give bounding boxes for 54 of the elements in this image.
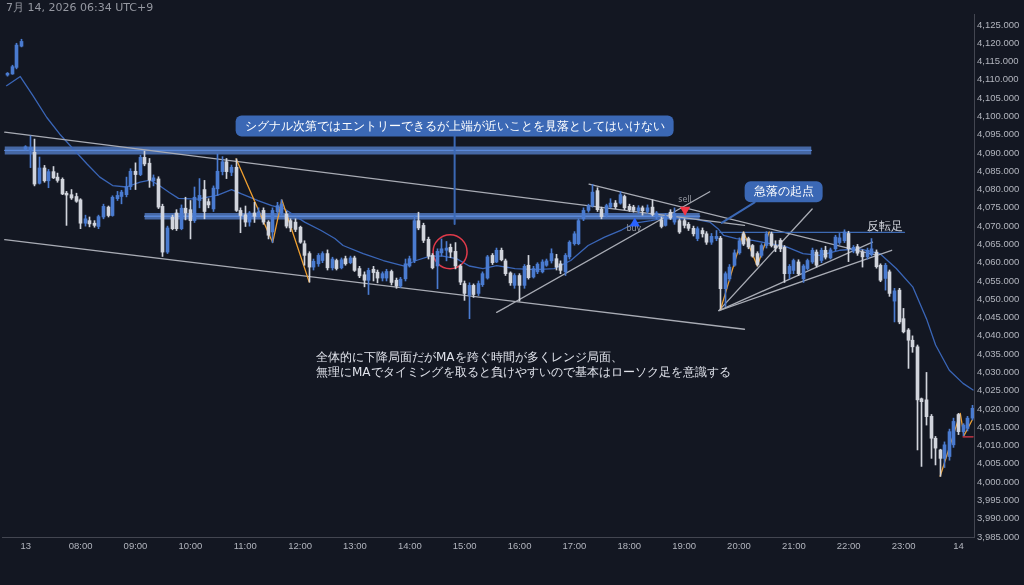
y-tick-label: 4,085.000 (977, 164, 1020, 176)
x-tick-label: 18:00 (617, 540, 642, 552)
x-tick-label: 20:00 (727, 540, 751, 552)
annotation: 全体的に下降局面だがMAを跨ぐ時間が多くレンジ局面、無理にMAでタイミングを取ると負けやすいので基本はローソク足を意識する (316, 350, 731, 380)
text: 7月 14, 2026 06:34 UTC+9 (6, 0, 154, 14)
y-tick-label: 3,995.000 (977, 494, 1020, 506)
y-tick-label: 4,000.000 (977, 475, 1020, 487)
x-tick-label: 23:00 (891, 540, 916, 552)
y-tick-label: 3,985.000 (977, 530, 1020, 542)
annotation: 反転足 (867, 219, 903, 234)
y-tick-label: 4,070.000 (977, 219, 1020, 231)
x-tick-label: 15:00 (452, 540, 477, 552)
y-tick-label: 4,030.000 (977, 366, 1020, 378)
x-tick-label: 14:00 (397, 540, 422, 552)
y-tick-label: 4,065.000 (977, 238, 1020, 250)
y-tick-label: 4,020.000 (977, 402, 1020, 414)
x-tick-label: 13 (20, 540, 32, 552)
y-tick-label: 4,040.000 (977, 329, 1020, 341)
y-tick-label: 4,115.000 (977, 55, 1019, 67)
annotation: シグナル次第ではエントリーできるが上端が近いことを見落としてはいけない (244, 118, 665, 133)
y-tick-label: 4,010.000 (977, 439, 1020, 451)
y-tick-label: 4,125.000 (977, 18, 1020, 30)
y-tick-label: 4,105.000 (977, 91, 1020, 103)
x-tick-label: 08:00 (68, 540, 93, 552)
x-tick-label: 10:00 (178, 540, 203, 552)
x-tick-label: 17:00 (562, 540, 587, 552)
y-tick-label: 4,025.000 (977, 384, 1020, 396)
y-tick-label: 4,045.000 (977, 311, 1020, 323)
y-tick-label: 4,120.000 (977, 36, 1020, 48)
y-tick-label: 4,005.000 (977, 457, 1020, 469)
annotation: 急落の起点 (752, 184, 814, 199)
x-tick-label: 22:00 (836, 540, 861, 552)
y-tick-label: 4,060.000 (977, 256, 1020, 268)
x-tick-label: 16:00 (507, 540, 532, 552)
y-tick-label: 4,090.000 (977, 146, 1020, 158)
y-tick-label: 4,075.000 (977, 201, 1020, 213)
y-tick-label: 3,990.000 (977, 512, 1020, 524)
x-tick-label: 12:00 (288, 540, 312, 552)
y-tick-label: 4,080.000 (977, 183, 1020, 195)
y-tick-label: 4,050.000 (977, 292, 1020, 304)
x-tick-label: 11:00 (233, 540, 257, 552)
x-tick-label: 13:00 (343, 540, 367, 552)
y-tick-label: 4,055.000 (977, 274, 1020, 286)
y-tick-label: 4,015.000 (977, 420, 1020, 432)
y-tick-label: 4,100.000 (977, 110, 1020, 122)
annotation: sell (678, 194, 692, 204)
x-tick-label: 21:00 (781, 540, 806, 552)
x-tick-label: 09:00 (123, 540, 148, 552)
y-tick-label: 4,035.000 (977, 347, 1020, 359)
x-tick-label: 14 (953, 540, 964, 552)
y-tick-label: 4,110.000 (977, 73, 1019, 85)
x-tick-label: 19:00 (672, 540, 697, 552)
y-tick-label: 4,095.000 (977, 128, 1020, 140)
annotation: buy (626, 224, 642, 234)
